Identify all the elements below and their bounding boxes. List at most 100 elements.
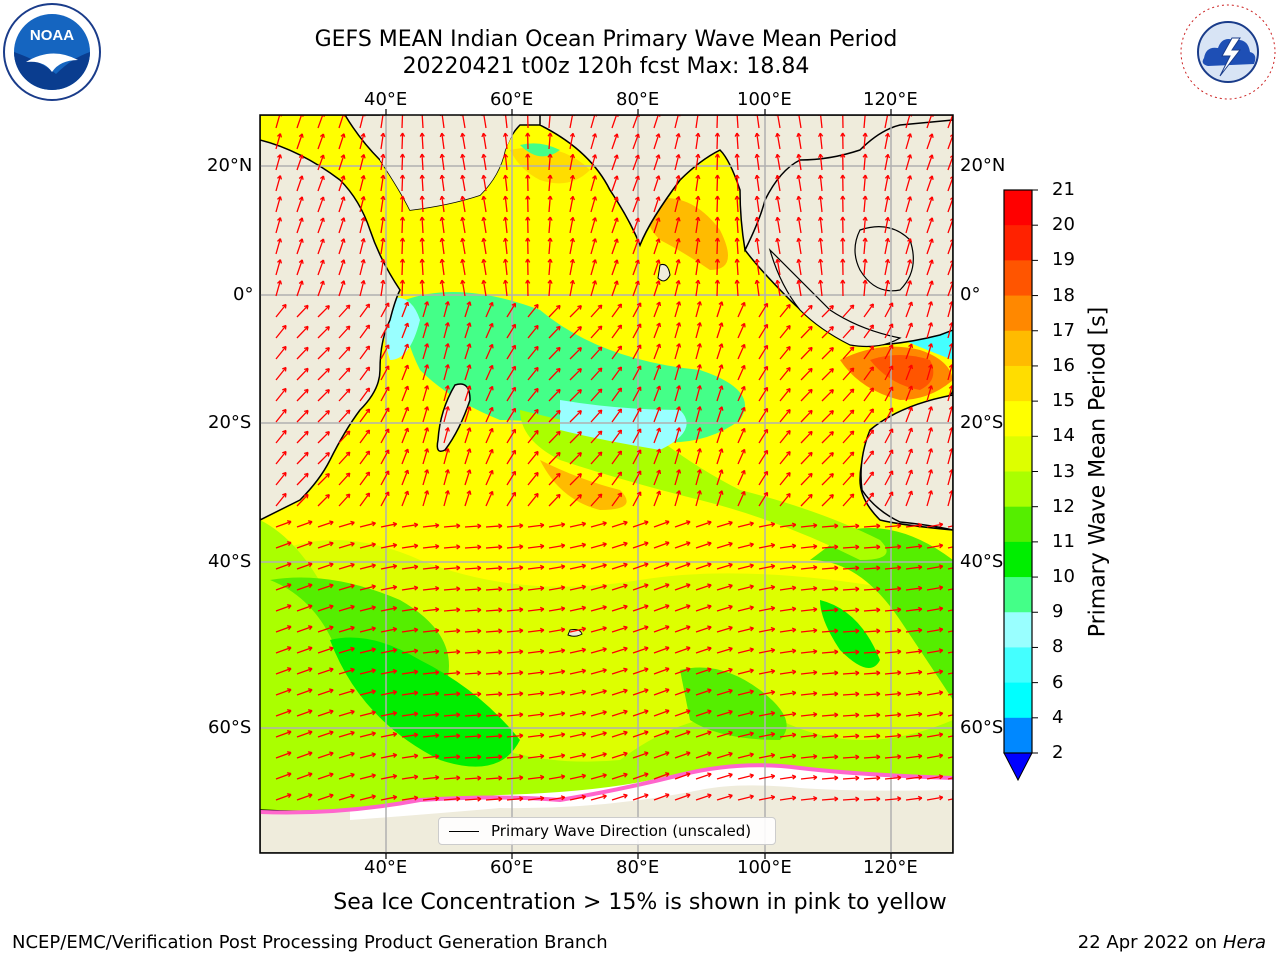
wave-direction-arrow (632, 605, 649, 612)
wave-direction-arrowhead (656, 406, 662, 412)
wave-direction-arrowhead (623, 772, 628, 778)
wave-direction-arrowhead (413, 564, 419, 570)
wave-direction-arrow (737, 344, 746, 360)
wave-direction-arrow (926, 691, 943, 696)
wave-direction-arrowhead (519, 796, 524, 802)
wave-direction-arrow (905, 587, 922, 591)
wave-direction-arrow (716, 385, 723, 402)
wave-direction-arrow (359, 175, 365, 192)
wave-direction-arrow (674, 301, 681, 318)
wave-direction-arrowhead (525, 195, 531, 200)
wave-direction-arrowhead (928, 175, 934, 180)
wave-direction-arrowhead (928, 490, 934, 495)
wave-direction-arrowhead (808, 409, 813, 415)
nws-logo (1180, 4, 1276, 100)
wave-direction-arrow (674, 772, 691, 780)
wave-direction-arrow (926, 217, 933, 234)
wave-direction-arrowhead (636, 386, 642, 391)
wave-direction-arrowhead (791, 606, 797, 612)
wave-direction-arrow (797, 175, 802, 192)
wave-direction-arrow (926, 733, 943, 738)
wave-direction-arrowhead (282, 471, 287, 477)
wave-direction-arrowhead (791, 585, 797, 591)
wave-direction-arrow (527, 671, 544, 675)
wave-direction-arrowhead (812, 606, 818, 613)
wave-direction-arrow (947, 301, 953, 318)
wave-direction-arrowhead (466, 490, 472, 495)
wave-direction-arrow (275, 409, 287, 423)
wave-direction-arrowhead (869, 408, 874, 414)
wave-direction-arrow (401, 712, 418, 717)
wave-direction-arrowhead (749, 521, 754, 527)
wave-direction-arrow (779, 325, 791, 339)
wave-direction-arrowhead (413, 690, 419, 696)
wave-direction-arrow (758, 408, 769, 423)
wave-direction-arrowhead (613, 196, 619, 201)
wave-direction-arrowhead (808, 325, 813, 331)
wave-direction-arrowhead (308, 751, 313, 757)
wave-direction-arrowhead (696, 322, 702, 327)
wave-direction-arrow (776, 238, 781, 255)
wave-direction-arrowhead (481, 132, 487, 138)
wave-direction-arrow (548, 586, 565, 591)
wave-direction-arrow (863, 609, 881, 612)
wave-direction-arrow (926, 322, 933, 339)
wave-direction-arrow (611, 154, 618, 171)
wave-direction-arrowhead (763, 470, 769, 476)
wave-direction-arrowhead (917, 648, 923, 654)
wave-direction-arrow (884, 302, 894, 318)
wave-direction-arrow (611, 731, 628, 738)
wave-direction-arrow (611, 196, 618, 213)
wave-direction-arrowhead (460, 279, 466, 285)
wave-direction-arrow (674, 646, 691, 654)
wave-direction-arrow (653, 688, 670, 696)
wave-direction-arrow (842, 609, 860, 612)
wave-direction-arrowhead (325, 389, 330, 394)
wave-direction-arrowhead (350, 541, 355, 547)
wave-direction-arrow (359, 345, 370, 360)
wave-direction-arrowhead (477, 691, 482, 697)
wave-direction-arrow (926, 448, 933, 465)
wave-direction-arrow (527, 734, 544, 738)
wave-direction-arrow (756, 115, 760, 129)
wave-direction-arrowhead (329, 625, 334, 631)
wave-direction-arrow (716, 216, 719, 234)
wave-direction-arrow (611, 408, 622, 423)
wave-direction-arrow (905, 713, 922, 717)
wave-direction-arrowhead (862, 195, 868, 200)
wave-direction-arrow (421, 195, 424, 213)
wave-direction-arrowhead (728, 730, 733, 736)
wave-direction-arrowhead (664, 793, 670, 799)
wave-direction-arrow (569, 494, 582, 507)
wave-direction-arrow (548, 796, 565, 801)
wave-direction-arrowhead (325, 368, 330, 373)
wave-direction-arrowhead (829, 326, 834, 331)
wave-direction-arrow (842, 714, 860, 717)
wave-direction-arrowhead (360, 217, 366, 222)
wave-direction-arrowhead (547, 132, 553, 137)
wave-direction-arrow (800, 524, 817, 528)
wave-direction-arrow (548, 607, 565, 612)
wave-direction-arrowhead (439, 195, 445, 201)
wave-direction-arrowhead (718, 448, 724, 453)
wave-direction-arrow (695, 280, 699, 297)
wave-direction-arrowhead (488, 322, 494, 328)
wave-direction-arrow (441, 154, 445, 171)
wave-direction-arrowhead (304, 493, 309, 499)
wave-direction-arrowhead (908, 301, 914, 307)
wave-direction-arrowhead (897, 523, 902, 529)
wave-direction-arrowhead (664, 541, 670, 547)
wave-direction-arrow (548, 175, 551, 192)
wave-direction-arrowhead (329, 646, 334, 652)
wave-direction-arrowhead (444, 343, 450, 348)
noaa-logo-text: NOAA (30, 27, 74, 44)
wave-direction-arrow (905, 524, 922, 528)
wave-direction-arrow (800, 431, 813, 444)
wave-direction-arrowhead (371, 521, 376, 527)
wave-direction-arrowhead (928, 301, 934, 306)
wave-direction-arrow (779, 607, 796, 612)
wave-direction-arrow (800, 494, 813, 507)
wave-direction-arrow (317, 494, 330, 507)
wave-direction-arrowhead (419, 279, 425, 284)
wave-direction-arrow (779, 670, 796, 675)
